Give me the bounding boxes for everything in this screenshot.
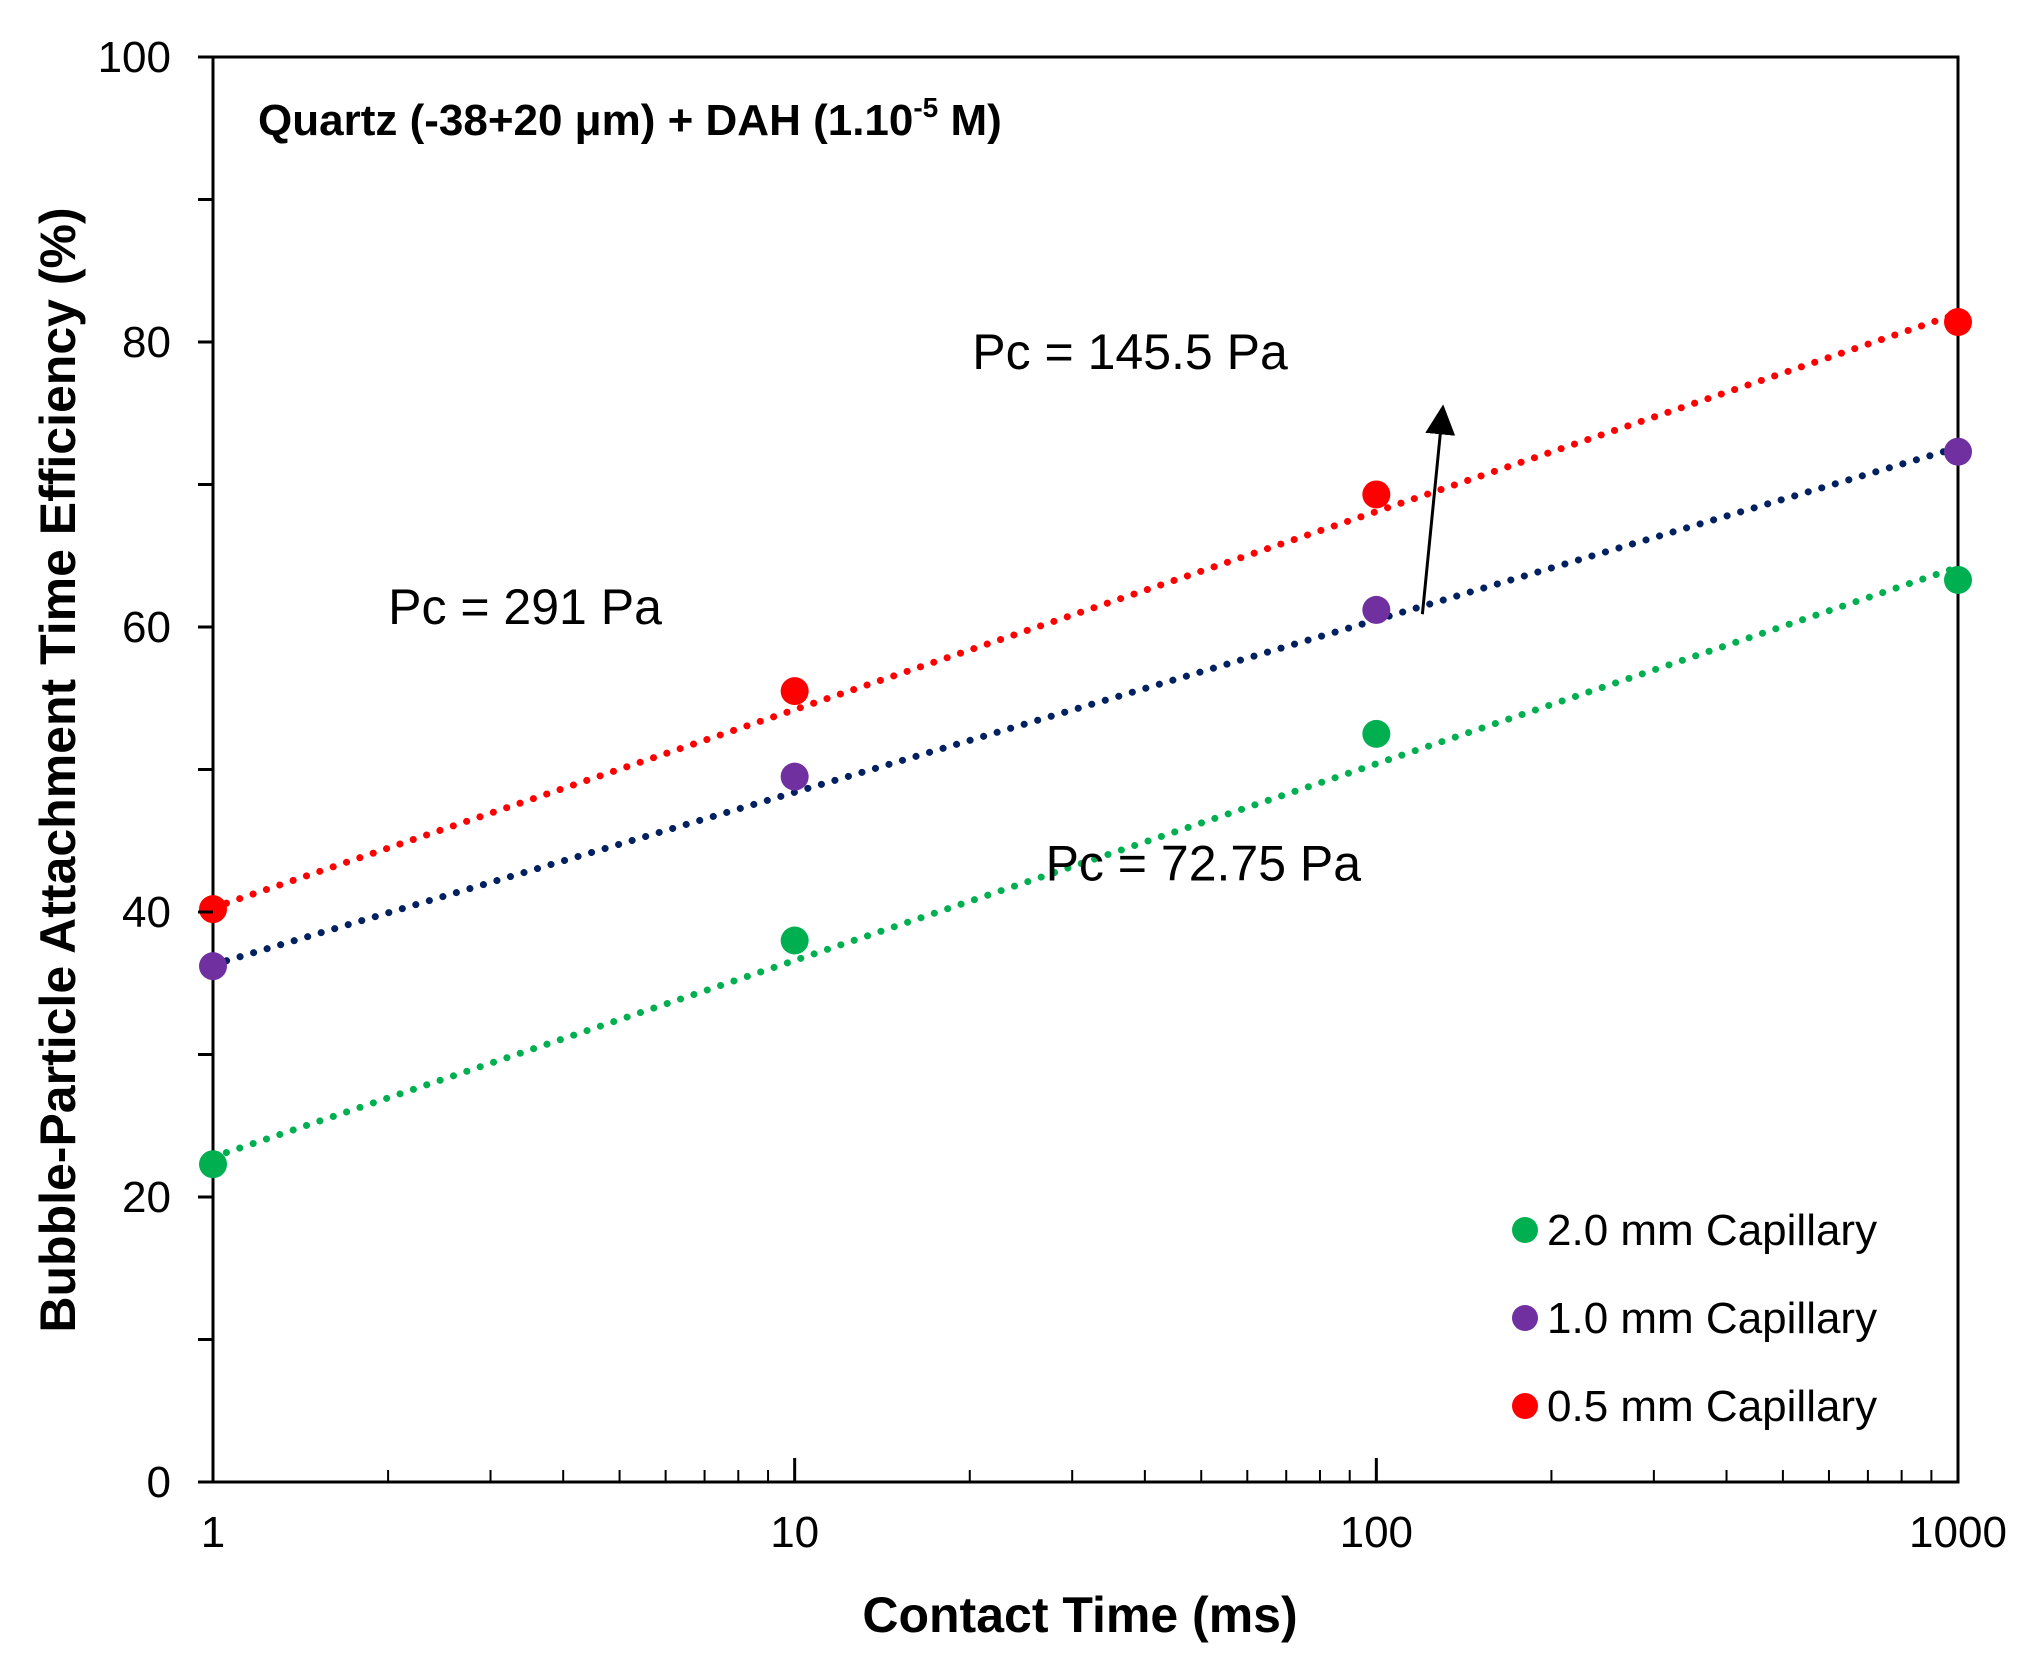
legend-label: 2.0 mm Capillary: [1547, 1206, 1877, 1255]
legend-label: 1.0 mm Capillary: [1547, 1294, 1877, 1343]
chart-title-superscript: -5: [913, 92, 938, 123]
legend-marker: [1512, 1217, 1538, 1243]
data-point: [199, 895, 227, 924]
legend-marker: [1512, 1393, 1538, 1419]
y-tick-label: 100: [98, 33, 171, 82]
pc-annotation: Pc = 291 Pa: [388, 579, 662, 635]
y-tick-label: 60: [122, 603, 171, 652]
pc-annotation: Pc = 145.5 Pa: [972, 324, 1288, 380]
chart-title-main: Quartz (-38+20 μm) + DAH (1.10: [258, 96, 913, 145]
plot-area: [211, 55, 1960, 1484]
data-points: [199, 308, 1972, 1179]
data-point: [199, 952, 227, 981]
y-tick-label: 80: [122, 318, 171, 367]
data-point: [1944, 308, 1972, 337]
annotations: Pc = 291 Pa Pc = 145.5 Pa Pc = 72.75 Pa: [388, 324, 1361, 892]
y-tick-label: 0: [147, 1458, 171, 1507]
pc-annotation: Pc = 72.75 Pa: [1046, 836, 1362, 892]
legend: 2.0 mm Capillary 1.0 mm Capillary 0.5 mm C…: [1512, 1206, 1877, 1431]
data-point: [780, 762, 809, 791]
y-axis-title: Bubble-Particle Attachment Time Efficien…: [30, 207, 86, 1332]
data-point: [1362, 595, 1391, 624]
y-axis-ticks: 0 20 40 60 80 100: [98, 33, 213, 1507]
chart-title: Quartz (-38+20 μm) + DAH (1.10-5 M): [258, 92, 1002, 145]
x-tick-label: 1000: [1909, 1508, 2007, 1557]
y-tick-label: 40: [122, 888, 171, 937]
x-tick-label: 10: [770, 1508, 819, 1557]
data-point: [780, 677, 809, 706]
data-point: [780, 926, 809, 955]
x-axis-ticks: 1 10 100 1000: [201, 1458, 2007, 1557]
trendline: [209, 563, 1962, 1161]
legend-marker: [1512, 1305, 1538, 1331]
data-point: [1362, 480, 1391, 509]
annotation-arrow: [1420, 404, 1456, 615]
x-axis-title: Contact Time (ms): [862, 1587, 1297, 1643]
data-point: [1362, 719, 1391, 748]
x-tick-label: 1: [201, 1508, 225, 1557]
trendlines: [209, 310, 1962, 1161]
chart-title-suffix: M): [938, 96, 1002, 145]
data-point: [1944, 437, 1972, 466]
data-point: [1944, 565, 1972, 594]
trendline: [209, 310, 1962, 912]
data-point: [199, 1150, 227, 1179]
y-tick-label: 20: [122, 1173, 171, 1222]
legend-label: 0.5 mm Capillary: [1547, 1382, 1877, 1431]
x-tick-label: 100: [1340, 1508, 1413, 1557]
